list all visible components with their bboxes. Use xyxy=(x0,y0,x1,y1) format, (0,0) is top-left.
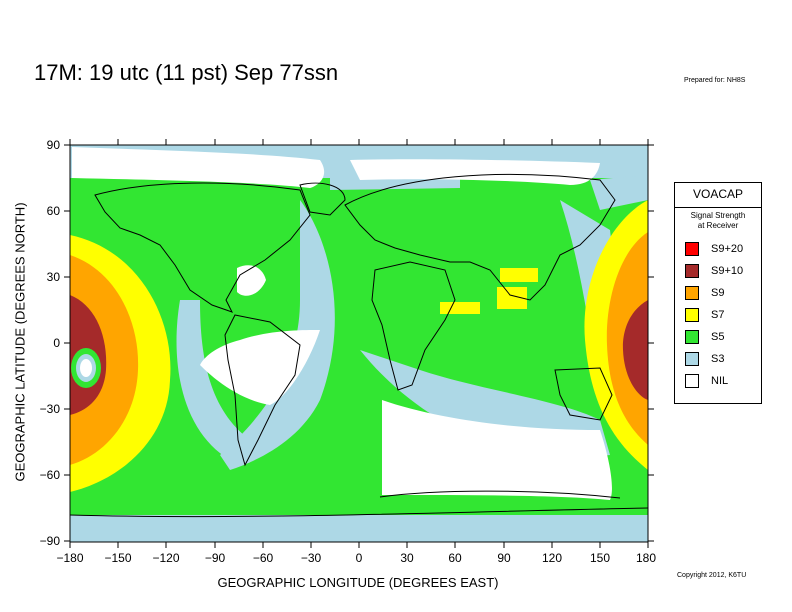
copyright-note: Copyright 2012, K6TU xyxy=(677,572,747,579)
legend-item-label: S7 xyxy=(711,309,725,321)
lon-tick-label: −180 xyxy=(56,551,84,565)
legend-subtitle-line: at Receiver xyxy=(697,221,739,230)
legend-swatch xyxy=(685,286,699,300)
legend-swatch xyxy=(685,352,699,366)
lat-tick-label: 0 xyxy=(53,336,60,350)
lon-tick-label: −90 xyxy=(204,551,226,565)
lat-tick-label: −60 xyxy=(39,468,60,482)
legend-item: S3 xyxy=(685,351,724,367)
signal-legend: VOACAP Signal Strength at Receiver S9+20… xyxy=(674,182,762,404)
legend-item: S5 xyxy=(685,329,724,345)
lat-tick-label: −30 xyxy=(39,402,60,416)
lon-tick-label: −150 xyxy=(104,551,132,565)
lon-tick-label: 60 xyxy=(448,551,462,565)
lon-tick-label: 150 xyxy=(589,551,611,565)
legend-item-label: S3 xyxy=(711,353,725,365)
legend-swatch xyxy=(685,308,699,322)
legend-item-label: S5 xyxy=(711,331,725,343)
coastline-outlines xyxy=(69,173,649,518)
lon-tick-label: 0 xyxy=(355,551,363,565)
legend-subtitle-line: Signal Strength xyxy=(690,211,746,220)
legend-subtitle: Signal Strength at Receiver xyxy=(675,211,761,231)
legend-item-label: NIL xyxy=(711,375,729,387)
prepared-for-note: Prepared for: NH8S xyxy=(684,77,746,84)
legend-item: S7 xyxy=(685,307,724,323)
lon-tick-label: 180 xyxy=(635,551,657,565)
x-axis-label: GEOGRAPHIC LONGITUDE (DEGREES EAST) xyxy=(217,575,499,590)
legend-swatch xyxy=(685,264,699,278)
legend-item: S9 xyxy=(685,285,724,301)
lon-tick-label: −30 xyxy=(300,551,322,565)
y-axis-label: GEOGRAPHIC LATITUDE (DEGREES NORTH) xyxy=(12,202,28,482)
east-signal-hotspot xyxy=(584,200,648,470)
legend-item: S9+20 xyxy=(685,241,743,257)
legend-item: NIL xyxy=(685,373,728,389)
lon-tick-label: −60 xyxy=(252,551,274,565)
lat-tick-label: 90 xyxy=(46,138,60,152)
axis-ticks xyxy=(64,139,654,548)
legend-title: VOACAP xyxy=(675,183,761,208)
lat-tick-label: 30 xyxy=(46,270,60,284)
legend-swatch xyxy=(685,330,699,344)
legend-item: S9+10 xyxy=(685,263,743,279)
legend-swatch xyxy=(685,374,699,388)
lat-tick-label: −90 xyxy=(39,534,60,548)
nil-coverage-zones xyxy=(72,147,612,500)
lon-tick-label: 30 xyxy=(400,551,414,565)
legend-item-label: S9 xyxy=(711,287,725,299)
legend-swatch xyxy=(685,242,699,256)
legend-item-label: S9+10 xyxy=(711,265,744,277)
map-title: 17M: 19 utc (11 pst) Sep 77ssn xyxy=(34,60,339,85)
lon-tick-label: 90 xyxy=(497,551,511,565)
lat-tick-label: 60 xyxy=(46,204,60,218)
west-signal-hotspot xyxy=(70,235,171,492)
lon-tick-label: −120 xyxy=(152,551,180,565)
legend-item-label: S9+20 xyxy=(711,243,744,255)
lon-tick-label: 120 xyxy=(541,551,563,565)
